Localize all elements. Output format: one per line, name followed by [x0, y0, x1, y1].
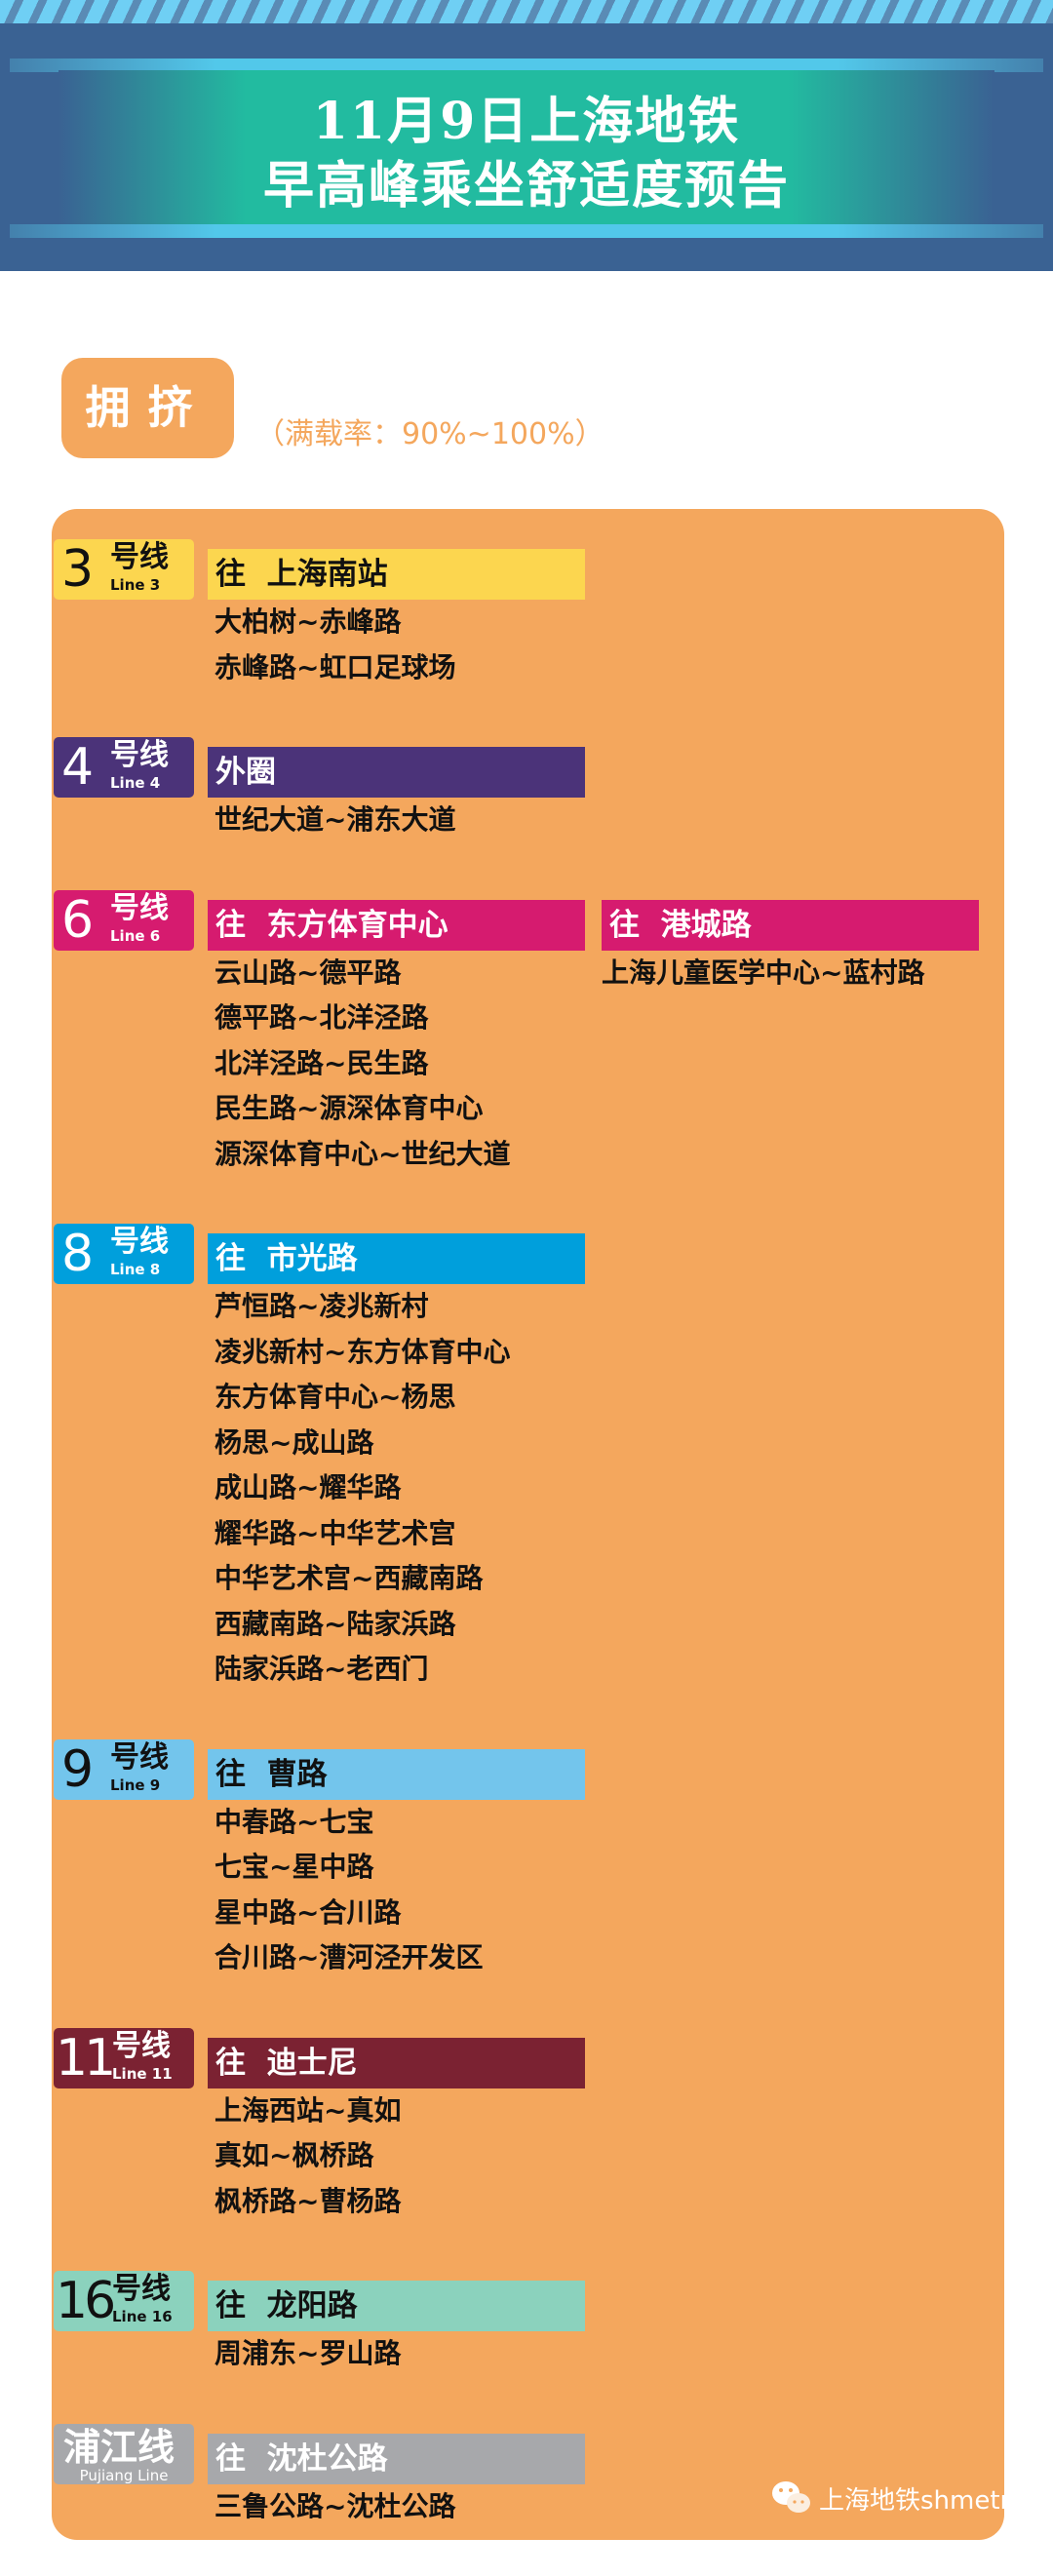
line-english: Line 3	[110, 576, 161, 594]
crowded-segment: 杨思~成山路	[214, 1425, 374, 1459]
line-suffix: 号线	[110, 1739, 169, 1775]
crowded-segment: 大柏树~赤峰路	[214, 605, 402, 638]
line-english: Line 16	[112, 2308, 173, 2325]
line-suffix: 号线	[112, 2272, 171, 2306]
page-subtitle: 早高峰乘坐舒适度预告	[262, 156, 790, 215]
crowd-level-badge: 拥挤	[61, 358, 234, 458]
direction-bar: 往 龙阳路	[208, 2281, 585, 2331]
line-english: Line 4	[110, 774, 161, 792]
crowded-segment: 中春路~七宝	[214, 1805, 374, 1838]
crowded-segment: 北洋泾路~民生路	[214, 1046, 429, 1079]
direction-bar: 往 曹路	[208, 1748, 585, 1800]
line-block: 9 号线 Line 9 往 曹路中春路~七宝 七宝~星中路 星中路~合川路合川路~漕河…	[54, 1738, 990, 1981]
line-english: Pujiang Line	[79, 2466, 169, 2484]
direction-bar: 往 港城路	[602, 899, 979, 951]
line-badge: 3 号线 Line 3	[54, 539, 194, 600]
line-block: 浦江线 Pujiang Line 往 沈杜公路三鲁公路~沈杜公路	[54, 2423, 990, 2530]
line-badge: 4 号线 Line 4	[54, 737, 194, 798]
crowded-segment: 合川路~漕河泾开发区	[214, 1941, 484, 1973]
line-block: 8 号线 Line 8 往 市光路芦恒路~凌兆新村凌兆新村~东方体育中心 东方体育中…	[54, 1224, 990, 1693]
crowded-segment: 成山路~耀华路	[214, 1471, 402, 1503]
line-number: 8	[61, 1225, 95, 1283]
line-block: 11 号线 Line 11 往 迪士尼上海西站~真如 真如~枫桥路 枫桥路~曹杨路	[54, 2027, 990, 2225]
crowded-segment: 周浦东~罗山路	[214, 2337, 402, 2369]
line-number: 浦江线	[63, 2425, 176, 2469]
crowded-segment: 民生路~源深体育中心	[214, 1092, 484, 1124]
title-band	[58, 70, 994, 224]
line-suffix: 号线	[110, 890, 169, 925]
divider	[10, 224, 1043, 238]
direction-bar: 往 沈杜公路	[208, 2433, 585, 2484]
line-number: 16	[56, 2272, 116, 2330]
line-suffix: 号线	[112, 2028, 171, 2063]
direction-bar: 往 上海南站	[208, 549, 585, 600]
header-banner: 11月9日上海地铁 早高峰乘坐舒适度预告	[0, 0, 1053, 271]
crowded-segment: 耀华路~中华艺术宫	[214, 1516, 456, 1549]
crowded-segment: 源深体育中心~世纪大道	[214, 1137, 511, 1170]
crowded-segment: 七宝~星中路	[214, 1851, 374, 1883]
line-number: 9	[61, 1739, 95, 1799]
crowded-segment: 上海儿童医学中心~蓝村路	[602, 956, 925, 989]
crowded-segment: 芦恒路~凌兆新村	[214, 1290, 429, 1322]
watermark: 上海地铁shmetro	[770, 2478, 1026, 2517]
line-badge: 9 号线 Line 9	[54, 1738, 194, 1800]
line-english: Line 6	[110, 926, 161, 945]
line-english: Line 9	[110, 1776, 161, 1794]
line-block: 4 号线 Line 4 外圈世纪大道~浦东大道	[54, 737, 990, 843]
line-english: Line 8	[110, 1261, 161, 1278]
line-block: 3 号线 Line 3 往 上海南站大柏树~赤峰路赤峰路~虹口足球场	[54, 539, 990, 690]
direction-bar: 往 东方体育中心	[208, 899, 585, 951]
line-number: 6	[61, 890, 95, 950]
line-badge: 8 号线 Line 8	[54, 1224, 194, 1284]
line-number: 4	[61, 738, 95, 797]
line-suffix: 号线	[110, 1225, 169, 1259]
wechat-icon	[772, 2481, 810, 2513]
line-number: 11	[56, 2028, 116, 2088]
line-badge: 16 号线 Line 16	[54, 2271, 194, 2331]
direction-bar: 往 市光路	[208, 1233, 585, 1284]
crowded-segment: 世纪大道~浦东大道	[214, 803, 456, 836]
direction-bar: 外圈	[208, 747, 585, 798]
lines-card	[52, 509, 1004, 2540]
watermark-text: 上海地铁shmetro	[819, 2485, 1026, 2516]
line-suffix: 号线	[110, 738, 169, 772]
line-block: 16 号线 Line 16 往 龙阳路周浦东~罗山路	[54, 2271, 990, 2377]
page-title: 11月9日上海地铁	[312, 92, 741, 151]
crowded-segment: 云山路~德平路	[214, 956, 402, 989]
crowded-segment: 三鲁公路~沈杜公路	[214, 2489, 456, 2522]
stripe-border	[0, 0, 1053, 23]
line-badge: 浦江线 Pujiang Line	[54, 2423, 194, 2484]
load-rate-text: （满载率：90%~100%）	[255, 417, 604, 451]
line-block: 6 号线 Line 6 往 东方体育中心往 港城路云山路~德平路 德平路~北洋泾路北…	[54, 889, 990, 1178]
crowded-segment: 西藏南路~陆家浜路	[214, 1607, 456, 1640]
line-english: Line 11	[112, 2064, 173, 2083]
line-badge: 11 号线 Line 11	[54, 2027, 194, 2088]
line-number: 3	[61, 540, 95, 599]
crowded-segment: 星中路~合川路	[214, 1895, 402, 1929]
crowded-segment: 上海西站~真如	[214, 2093, 402, 2127]
crowded-segment: 赤峰路~虹口足球场	[214, 650, 456, 683]
line-badge: 6 号线 Line 6	[54, 889, 194, 951]
crowded-segment: 陆家浜路~老西门	[214, 1653, 429, 1685]
line-suffix: 号线	[110, 540, 169, 574]
direction-bar: 往 迪士尼	[208, 2037, 585, 2088]
crowded-segment: 枫桥路~曹杨路	[214, 2184, 402, 2217]
line-list: 3 号线 Line 3 往 上海南站大柏树~赤峰路赤峰路~虹口足球场 4 号线 L…	[54, 539, 990, 2576]
crowded-segment: 德平路~北洋泾路	[214, 1001, 429, 1034]
divider	[10, 59, 1043, 72]
crowded-segment: 凌兆新村~东方体育中心	[214, 1335, 511, 1368]
crowded-segment: 东方体育中心~杨思	[214, 1381, 456, 1413]
crowded-segment: 真如~枫桥路	[214, 2139, 374, 2171]
crowded-segment: 中华艺术宫~西藏南路	[214, 1562, 484, 1594]
